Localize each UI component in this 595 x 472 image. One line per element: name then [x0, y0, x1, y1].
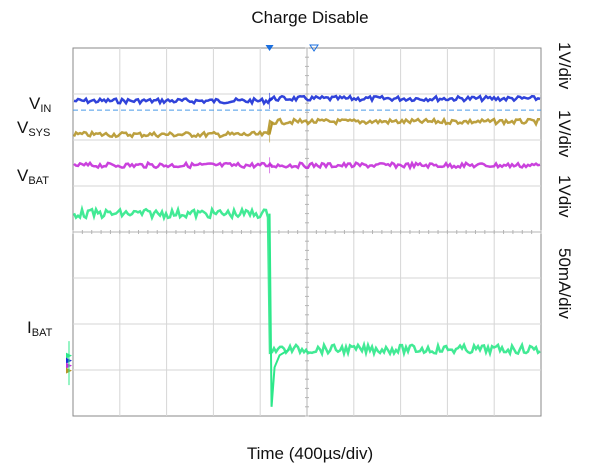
scale-vin: 1V/div: [555, 42, 574, 90]
trigger-marker: [265, 45, 274, 51]
waveform-vbat: [73, 160, 541, 171]
label-ibat: IBAT: [27, 318, 53, 339]
label-vin: VIN: [29, 94, 52, 115]
label-vsys: VSYS: [17, 118, 51, 139]
x-axis-label: Time (400µs/div): [246, 444, 374, 463]
waveform-vsys: [72, 116, 540, 139]
ibat-transition: [268, 213, 291, 407]
waveform-ibat: [72, 204, 541, 358]
label-vbat: VBAT: [17, 166, 49, 187]
cursor-marker: [309, 44, 319, 52]
scale-vbat: 1Vdiv: [555, 175, 574, 218]
scale-ibat: 50mA/div: [555, 248, 574, 319]
waveform-vin: [73, 93, 541, 107]
chart-title: Charge Disable: [251, 8, 369, 27]
scale-vsys: 1V/div: [555, 110, 574, 158]
